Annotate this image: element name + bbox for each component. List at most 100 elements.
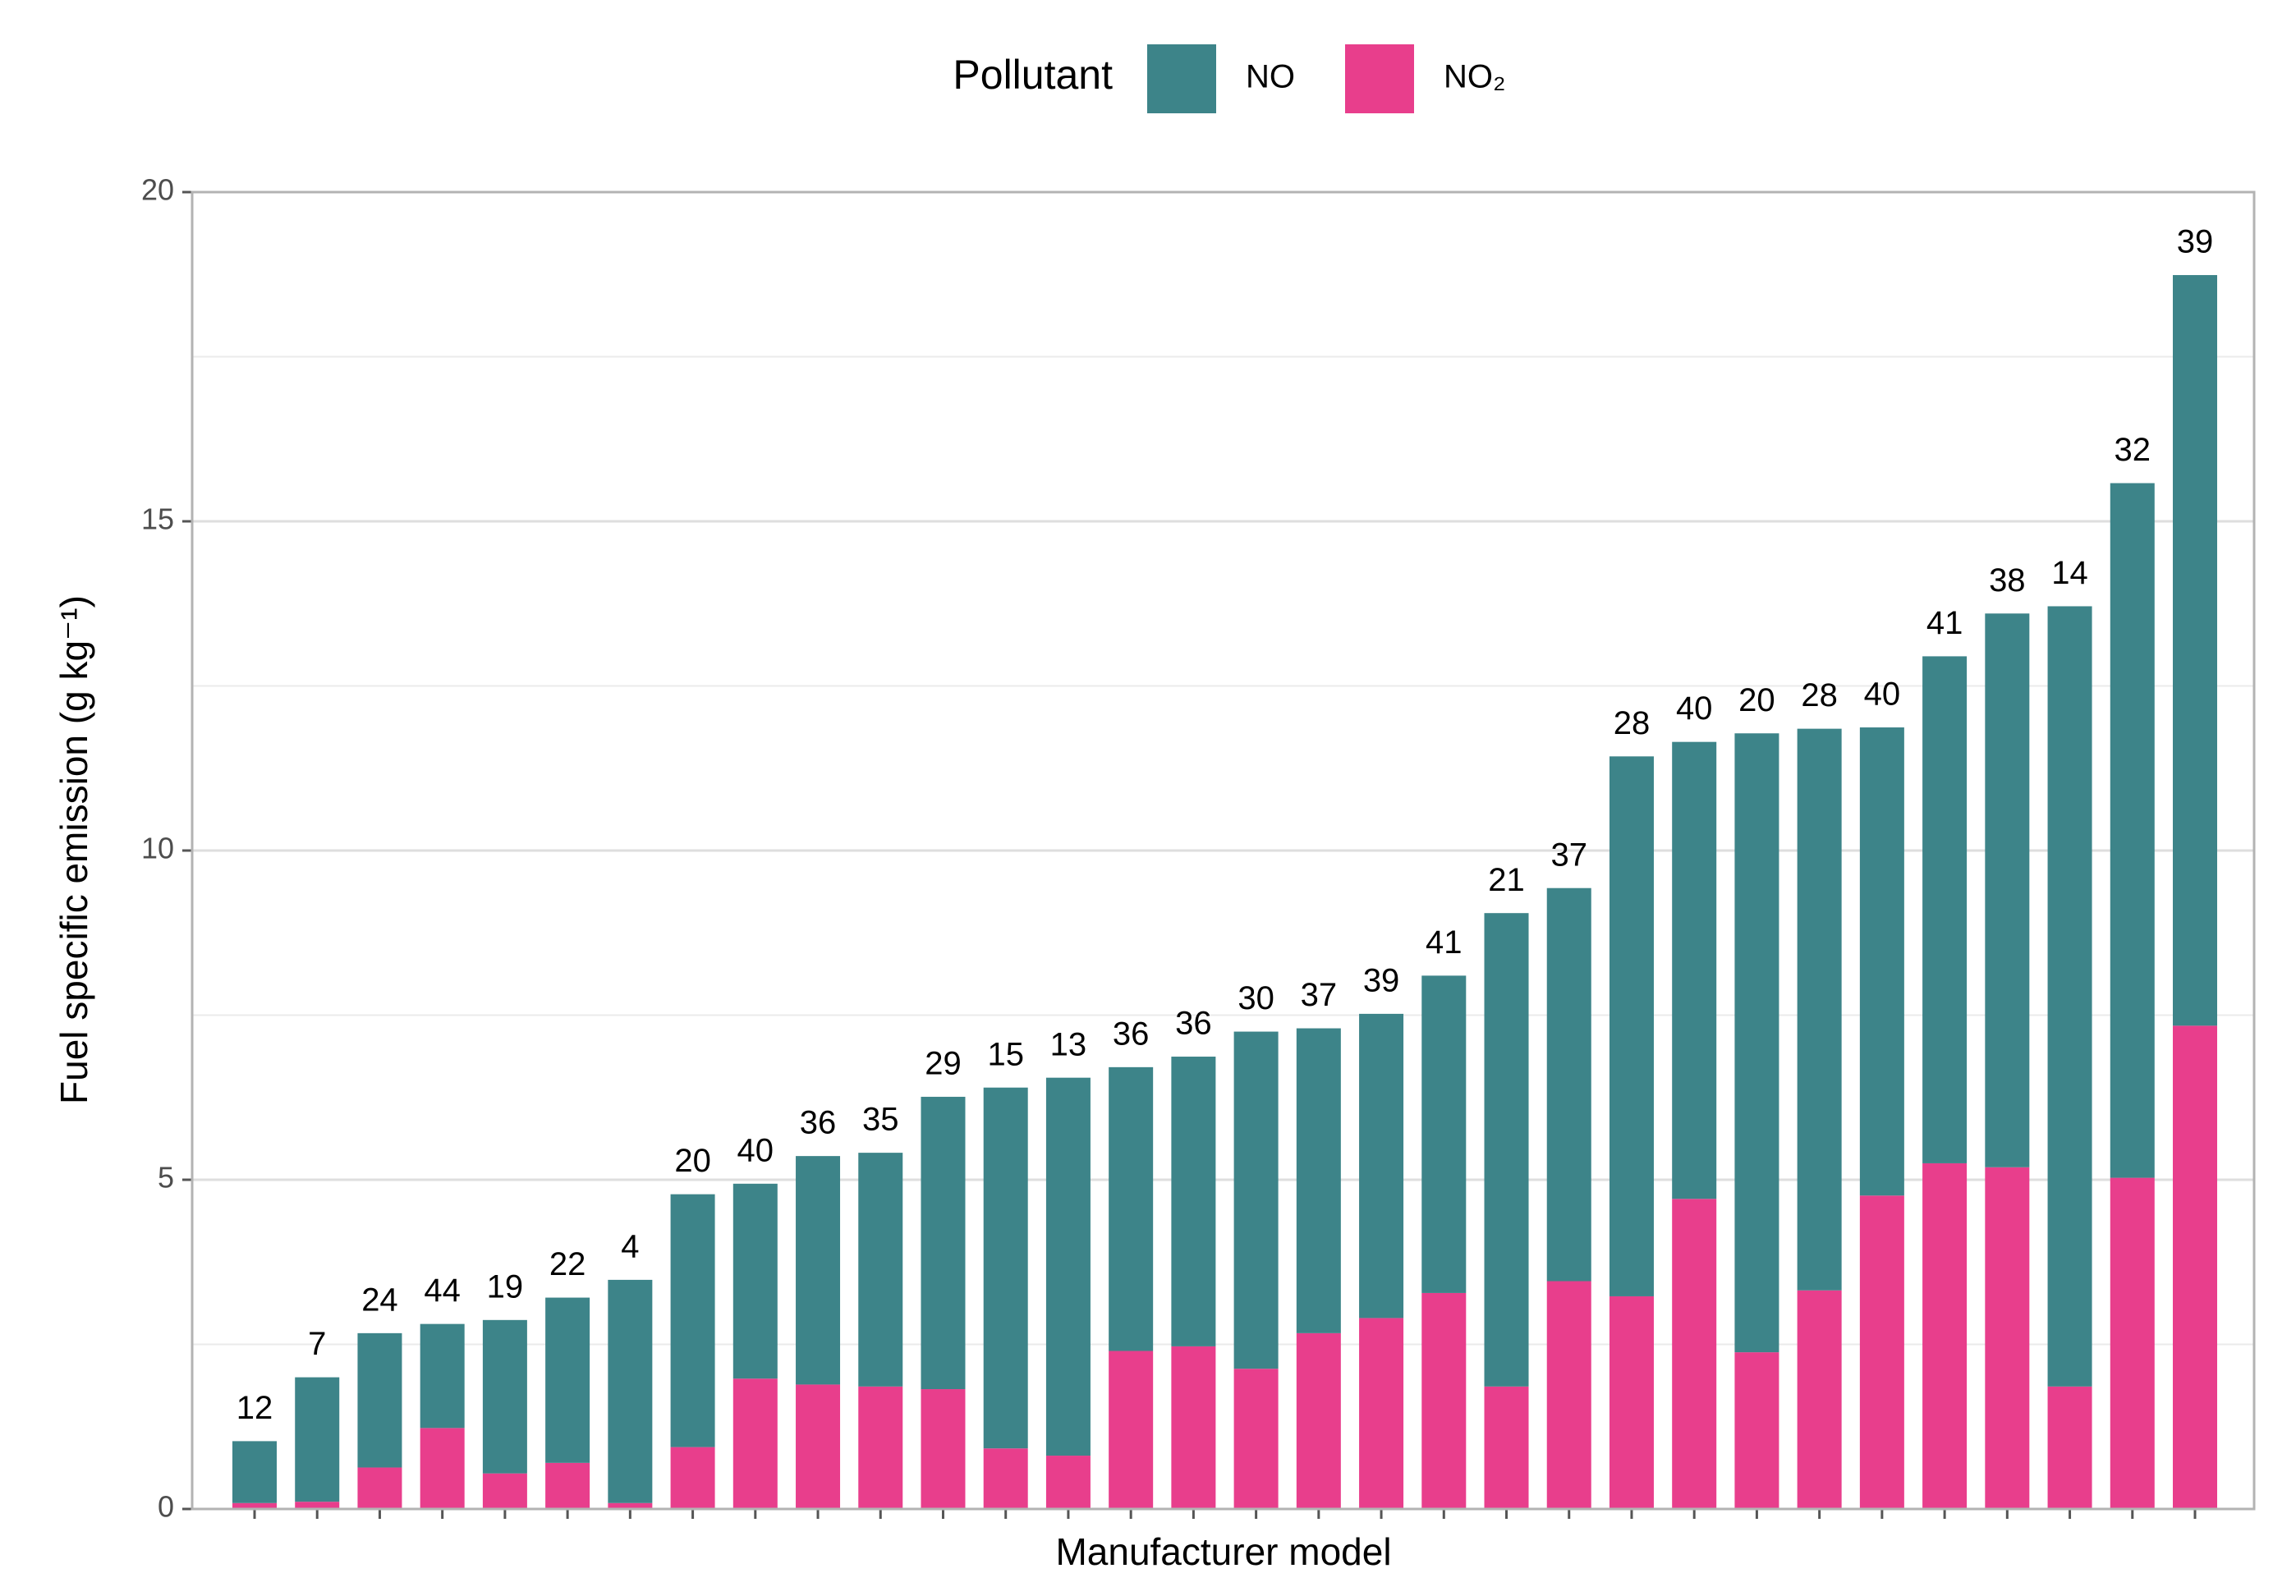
bar-segment <box>1296 1332 1341 1509</box>
bar-label: 13 <box>1050 1026 1087 1062</box>
bar-segment <box>420 1428 465 1509</box>
bar-segment <box>1859 727 1904 1196</box>
bar-label: 20 <box>1738 682 1775 718</box>
bar-segment <box>1484 913 1529 1387</box>
legend-title: Pollutant <box>953 52 1113 98</box>
bar-segment <box>1359 1013 1404 1319</box>
y-tick-label: 0 <box>158 1490 174 1524</box>
bar-segment <box>1797 728 1842 1291</box>
bar-label: 28 <box>1614 705 1651 741</box>
bar-label: 29 <box>925 1046 962 1082</box>
bar-segment <box>983 1448 1028 1509</box>
bar-segment <box>1109 1351 1154 1509</box>
bar-label: 37 <box>1301 977 1338 1013</box>
bar-segment <box>545 1297 590 1463</box>
bar-segment <box>670 1447 715 1509</box>
bar-segment <box>1045 1456 1091 1509</box>
bar-label: 19 <box>487 1268 524 1305</box>
bar-label: 37 <box>1550 837 1587 873</box>
bar-label: 24 <box>361 1282 398 1318</box>
bar-label: 36 <box>1175 1006 1212 1042</box>
bar-segment <box>732 1378 778 1509</box>
x-axis-title: Manufacturer model <box>1055 1530 1391 1573</box>
bar-segment <box>1359 1318 1404 1509</box>
bar-label: 36 <box>800 1105 837 1141</box>
bar-segment <box>1985 1167 2030 1509</box>
legend-label: NO₂ <box>1444 59 1506 95</box>
bar-label: 40 <box>1676 690 1713 727</box>
bar-label: 20 <box>674 1143 711 1179</box>
legend-key <box>1147 44 1216 113</box>
y-tick-label: 10 <box>141 832 174 865</box>
bar-segment <box>357 1332 402 1468</box>
bar-segment <box>1421 975 1467 1293</box>
bar-segment <box>921 1096 966 1390</box>
bar-label: 30 <box>1238 980 1274 1016</box>
bar-segment <box>1985 613 2030 1167</box>
bar-segment <box>1734 1352 1779 1509</box>
bar-segment <box>232 1502 277 1509</box>
bar-segment <box>1546 1281 1591 1509</box>
bar-segment <box>858 1386 903 1509</box>
bar-segment <box>1421 1292 1467 1509</box>
bar-label: 15 <box>987 1036 1024 1072</box>
bar-segment <box>1233 1031 1279 1369</box>
bar-segment <box>232 1441 277 1503</box>
bar-segment <box>2110 1177 2155 1509</box>
bar-label: 38 <box>1989 562 2026 598</box>
bar-segment <box>670 1194 715 1447</box>
bar-segment <box>420 1323 465 1429</box>
bar-segment <box>608 1502 653 1509</box>
bar-label: 14 <box>2051 555 2088 591</box>
bar-label: 41 <box>1426 924 1463 961</box>
bar-label: 35 <box>862 1102 899 1138</box>
bar-segment <box>1609 756 1654 1296</box>
bar-label: 40 <box>1864 676 1901 713</box>
bar-segment <box>1672 741 1717 1199</box>
y-axis-title: Fuel specific emission (g kg⁻¹) <box>53 595 95 1104</box>
bar-segment <box>2047 1386 2092 1509</box>
bar-label: 21 <box>1488 862 1525 898</box>
y-tick-label: 15 <box>141 502 174 536</box>
bar-segment <box>1233 1369 1279 1509</box>
bar-segment <box>796 1384 841 1509</box>
y-tick-label: 5 <box>158 1161 174 1195</box>
bar-label: 39 <box>1363 962 1400 998</box>
bar-segment <box>482 1473 527 1509</box>
bar-segment <box>732 1183 778 1379</box>
bar-segment <box>608 1279 653 1503</box>
bar-segment <box>1797 1290 1842 1509</box>
bar-segment <box>796 1156 841 1385</box>
bar-label: 4 <box>621 1228 639 1264</box>
bar-segment <box>1922 656 1968 1163</box>
bar-label: 39 <box>2177 224 2214 260</box>
bar-segment <box>2173 275 2217 1026</box>
legend-label: NO <box>1246 59 1295 95</box>
bar-segment <box>1922 1163 1968 1509</box>
bar-segment <box>1546 887 1591 1282</box>
bar-segment <box>1859 1195 1904 1509</box>
legend-key <box>1345 44 1414 113</box>
bar-segment <box>1171 1057 1216 1346</box>
bar-label: 22 <box>549 1246 586 1282</box>
bar-label: 41 <box>1926 605 1963 641</box>
bar-label: 40 <box>737 1132 774 1168</box>
bar-segment <box>357 1467 402 1509</box>
bar-label: 28 <box>1801 677 1838 713</box>
bar-segment <box>482 1319 527 1474</box>
bar-segment <box>921 1389 966 1509</box>
bar-segment <box>1609 1296 1654 1509</box>
bar-segment <box>545 1462 590 1509</box>
y-tick-label: 20 <box>141 173 174 207</box>
bar-label: 36 <box>1113 1016 1150 1052</box>
bar-segment <box>1109 1066 1154 1351</box>
bar-segment <box>295 1377 340 1502</box>
bar-segment <box>1734 733 1779 1353</box>
bar-label: 44 <box>424 1273 461 1309</box>
bar-segment <box>2047 606 2092 1387</box>
bar-segment <box>1484 1386 1529 1509</box>
bar-segment <box>2173 1025 2217 1509</box>
plot-frame <box>191 190 2256 1511</box>
bar-segment <box>2110 483 2155 1178</box>
